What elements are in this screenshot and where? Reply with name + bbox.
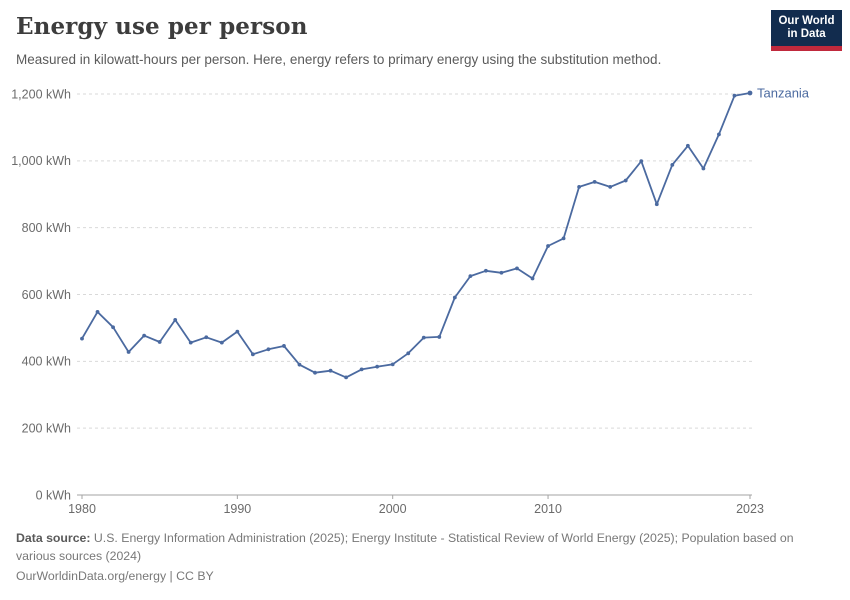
page-title: Energy use per person	[16, 13, 308, 40]
x-tick-label: 1990	[223, 502, 251, 516]
data-point-2022[interactable]	[732, 93, 737, 98]
data-point-2007[interactable]	[499, 270, 504, 275]
y-tick-label: 600 kWh	[22, 288, 71, 302]
data-point-2012[interactable]	[577, 184, 582, 189]
data-point-2023[interactable]	[747, 90, 753, 96]
x-tick-label: 2010	[534, 502, 562, 516]
data-point-2013[interactable]	[592, 179, 597, 184]
data-point-1995[interactable]	[313, 370, 317, 375]
owid-logo[interactable]: Our World in Data	[771, 10, 842, 51]
data-point-2000[interactable]	[390, 362, 395, 367]
y-tick-label: 0 kWh	[36, 488, 71, 502]
series-end-label-tanzania[interactable]: Tanzania	[757, 85, 810, 100]
x-tick-label: 1980	[68, 502, 96, 516]
data-point-1999[interactable]	[375, 364, 380, 369]
data-point-2008[interactable]	[515, 266, 519, 271]
data-point-1981[interactable]	[95, 309, 100, 314]
chart-subtitle: Measured in kilowatt-hours per person. H…	[16, 52, 662, 67]
owid-logo-line2: in Data	[787, 28, 826, 40]
license-suffix: | CC BY	[166, 569, 214, 583]
y-tick-label: 1,000 kWh	[11, 154, 71, 168]
x-tick-label: 2000	[379, 502, 407, 516]
data-point-2002[interactable]	[421, 335, 426, 340]
data-point-2003[interactable]	[437, 335, 442, 339]
data-point-1990[interactable]	[235, 329, 240, 334]
data-point-1985[interactable]	[157, 340, 162, 344]
data-point-1980[interactable]	[80, 336, 84, 341]
data-point-2014[interactable]	[608, 184, 613, 189]
owid-url-link[interactable]: OurWorldinData.org/energy	[16, 569, 167, 583]
y-tick-label: 800 kWh	[22, 221, 71, 235]
data-point-2001[interactable]	[406, 351, 411, 356]
data-point-2016[interactable]	[639, 159, 644, 164]
data-point-2017[interactable]	[654, 202, 659, 207]
data-point-2015[interactable]	[623, 178, 628, 183]
tanzania-line[interactable]	[81, 92, 751, 379]
data-point-2006[interactable]	[484, 268, 488, 273]
data-point-2021[interactable]	[717, 132, 721, 137]
data-point-1996[interactable]	[328, 368, 333, 373]
data-point-1984[interactable]	[142, 333, 147, 338]
data-point-2004[interactable]	[452, 295, 457, 300]
data-point-1983[interactable]	[126, 350, 131, 354]
data-point-1997[interactable]	[344, 375, 348, 380]
data-point-1982[interactable]	[111, 325, 115, 330]
data-point-1992[interactable]	[266, 347, 271, 352]
data-point-2011[interactable]	[561, 236, 566, 241]
y-tick-label: 200 kWh	[22, 421, 71, 435]
license-line: OurWorldinData.org/energy | CC BY	[16, 569, 214, 583]
owid-logo-line1: Our World	[778, 15, 835, 27]
x-tick-label: 2023	[736, 502, 764, 516]
data-point-1989[interactable]	[219, 340, 224, 345]
data-point-2018[interactable]	[670, 162, 675, 167]
data-point-1988[interactable]	[204, 335, 209, 340]
data-point-1993[interactable]	[282, 344, 286, 348]
data-point-1987[interactable]	[188, 340, 193, 345]
data-point-2019[interactable]	[685, 143, 690, 148]
data-point-1994[interactable]	[297, 362, 302, 367]
data-point-2009[interactable]	[530, 276, 535, 281]
data-point-2005[interactable]	[468, 274, 473, 279]
y-tick-label: 1,200 kWh	[11, 87, 71, 101]
y-tick-label: 400 kWh	[22, 355, 71, 369]
data-point-1991[interactable]	[250, 352, 255, 357]
data-point-2010[interactable]	[546, 244, 550, 248]
data-point-1986[interactable]	[173, 317, 178, 322]
data-point-1998[interactable]	[359, 367, 364, 372]
data-source-label: Data source:	[16, 531, 91, 545]
data-source-text: U.S. Energy Information Administration (…	[16, 531, 794, 563]
data-point-2020[interactable]	[701, 166, 706, 171]
data-source-line: Data source: U.S. Energy Information Adm…	[16, 530, 822, 565]
